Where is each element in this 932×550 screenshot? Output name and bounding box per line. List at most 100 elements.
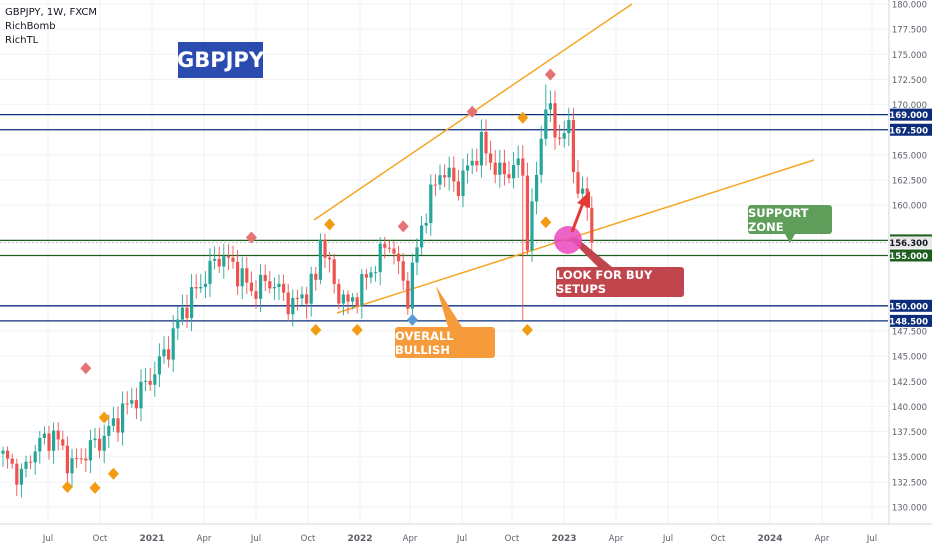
candle-body — [571, 120, 575, 173]
candle-body — [185, 307, 189, 319]
candle-body — [456, 181, 460, 197]
candle-body — [217, 258, 221, 267]
candle-body — [351, 297, 355, 302]
symbol-line[interactable]: GBPJPY, 1W, FXCM — [5, 7, 97, 18]
candle-body — [194, 287, 198, 289]
price-tick-label: 177.500 — [892, 26, 927, 36]
overall-bullish-connector — [436, 286, 462, 327]
candle-body — [328, 257, 332, 260]
candle-body — [397, 253, 401, 262]
candle-body — [318, 239, 322, 280]
price-axis[interactable]: 180.000 177.500 175.000 172.500 170.000 165.0… — [0, 0, 932, 525]
candle-body — [530, 201, 534, 251]
candle-body — [121, 403, 125, 433]
candle-body — [199, 286, 203, 289]
candle-body — [222, 256, 226, 267]
time-label: Jul — [42, 534, 53, 544]
time-label: Oct — [301, 534, 316, 544]
candle-body — [148, 380, 152, 385]
candle-body — [107, 425, 111, 436]
candle-body — [130, 400, 134, 404]
grid — [0, 0, 888, 524]
candle-body — [125, 403, 129, 405]
candle-body — [15, 463, 19, 485]
candle-body — [79, 458, 83, 460]
annotation-shapes — [436, 191, 795, 327]
candle-body — [443, 175, 447, 178]
time-label: Jul — [250, 534, 261, 544]
candle-body — [75, 458, 79, 460]
candle-body — [406, 280, 410, 309]
price-tick-label: 162.500 — [892, 177, 927, 187]
candle-body — [190, 287, 194, 319]
time-label: Jul — [866, 534, 877, 544]
candle-body — [401, 261, 405, 281]
candle-body — [544, 109, 548, 139]
time-label: 2021 — [139, 534, 164, 544]
candle-body — [38, 437, 42, 452]
orange-diamond-marker — [351, 323, 363, 336]
candle-body — [268, 281, 272, 289]
candle-body — [535, 174, 539, 202]
candle-body — [102, 435, 106, 451]
candle-body — [272, 287, 276, 289]
price-tick-label: 165.000 — [892, 151, 927, 161]
time-label: 2022 — [347, 534, 372, 544]
candle-body — [282, 283, 286, 293]
red-diamond-marker — [544, 68, 556, 81]
candle-body — [438, 175, 442, 185]
time-label: Oct — [505, 534, 520, 544]
candle-body — [213, 258, 217, 261]
candle-body — [392, 248, 396, 254]
price-tick-label: 160.000 — [892, 202, 927, 212]
time-label: Jul — [662, 534, 673, 544]
price-level-label: 169.000 — [889, 111, 928, 121]
candle-body — [470, 160, 474, 166]
price-tick-label: 135.000 — [892, 453, 927, 463]
candle-body — [6, 450, 10, 459]
candle-body — [208, 260, 212, 284]
candle-body — [567, 120, 571, 134]
title-badge: GBPJPY — [177, 42, 264, 78]
candle-body — [1, 450, 5, 454]
candle-body — [558, 137, 562, 139]
support-zone-pointer — [785, 234, 795, 243]
price-tick-label: 137.500 — [892, 428, 927, 438]
candle-body — [61, 439, 65, 446]
candle-body — [139, 381, 143, 409]
candle-body — [521, 158, 525, 176]
candle-body — [360, 274, 364, 307]
time-label: Apr — [197, 534, 212, 544]
candle-body — [88, 440, 92, 461]
candle-body — [498, 162, 502, 175]
candle-body — [236, 261, 240, 287]
up-arrow-head — [577, 191, 590, 208]
candle-body — [33, 451, 37, 463]
candle-body — [429, 184, 433, 224]
candle-body — [65, 445, 69, 474]
candle-body — [461, 170, 465, 197]
candle-body — [240, 268, 244, 287]
candle-body — [387, 247, 391, 249]
indicator-richbomb[interactable]: RichBomb — [5, 21, 56, 32]
candle-body — [24, 461, 28, 469]
red-diamond-marker — [245, 231, 257, 244]
candle-body — [502, 162, 506, 175]
indicator-richtl[interactable]: RichTL — [5, 35, 39, 46]
candle-body — [355, 297, 359, 307]
candle-body — [277, 283, 281, 288]
candle-body — [369, 272, 373, 278]
time-axis[interactable]: Jul Oct 2021 Apr Jul Oct 2022 Apr Jul Oct 2023 Apr J… — [42, 534, 877, 544]
candle-body — [581, 188, 585, 194]
time-label: 2023 — [551, 534, 576, 544]
candle-body — [576, 172, 580, 194]
time-label: Apr — [815, 534, 830, 544]
candle-body — [525, 175, 529, 251]
price-level-label: 150.000 — [889, 302, 928, 312]
buy-setups-note: LOOK FOR BUY SETUPS — [556, 267, 684, 297]
candle-body — [410, 262, 414, 309]
candle-body — [263, 274, 267, 282]
orange-diamond-marker — [540, 216, 552, 229]
candle-body — [157, 356, 161, 375]
